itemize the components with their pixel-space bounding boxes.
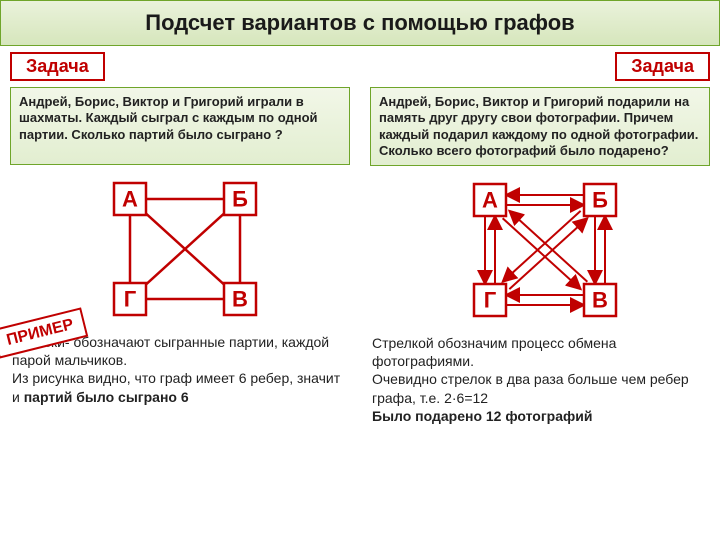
- right-column: Задача Андрей, Борис, Виктор и Григорий …: [360, 46, 720, 540]
- title-bar: Подсчет вариантов с помощью графов: [0, 0, 720, 46]
- svg-text:Г: Г: [124, 287, 137, 312]
- problem-left: Андрей, Борис, Виктор и Григорий играли …: [10, 87, 350, 165]
- task-label-left: Задача: [10, 52, 105, 81]
- problem-right: Андрей, Борис, Виктор и Григорий подарил…: [370, 87, 710, 166]
- graph-right-wrap: А Б В Г: [370, 170, 710, 330]
- svg-text:В: В: [592, 288, 608, 313]
- svg-text:В: В: [232, 287, 248, 312]
- graph-left-wrap: А Б В Г: [10, 169, 350, 329]
- graph-left: А Б В Г: [60, 169, 300, 329]
- svg-text:Б: Б: [592, 188, 608, 213]
- columns: Задача Андрей, Борис, Виктор и Григорий …: [0, 46, 720, 540]
- graph-right: А Б В Г: [420, 170, 660, 330]
- task-label-right: Задача: [615, 52, 710, 81]
- svg-text:А: А: [122, 187, 138, 212]
- left-column: Задача Андрей, Борис, Виктор и Григорий …: [0, 46, 360, 540]
- svg-text:Б: Б: [232, 187, 248, 212]
- svg-text:Г: Г: [484, 288, 497, 313]
- page-title: Подсчет вариантов с помощью графов: [145, 10, 574, 36]
- svg-text:А: А: [482, 188, 498, 213]
- explain-right: Стрелкой обозначим процесс обмена фотогр…: [370, 332, 710, 425]
